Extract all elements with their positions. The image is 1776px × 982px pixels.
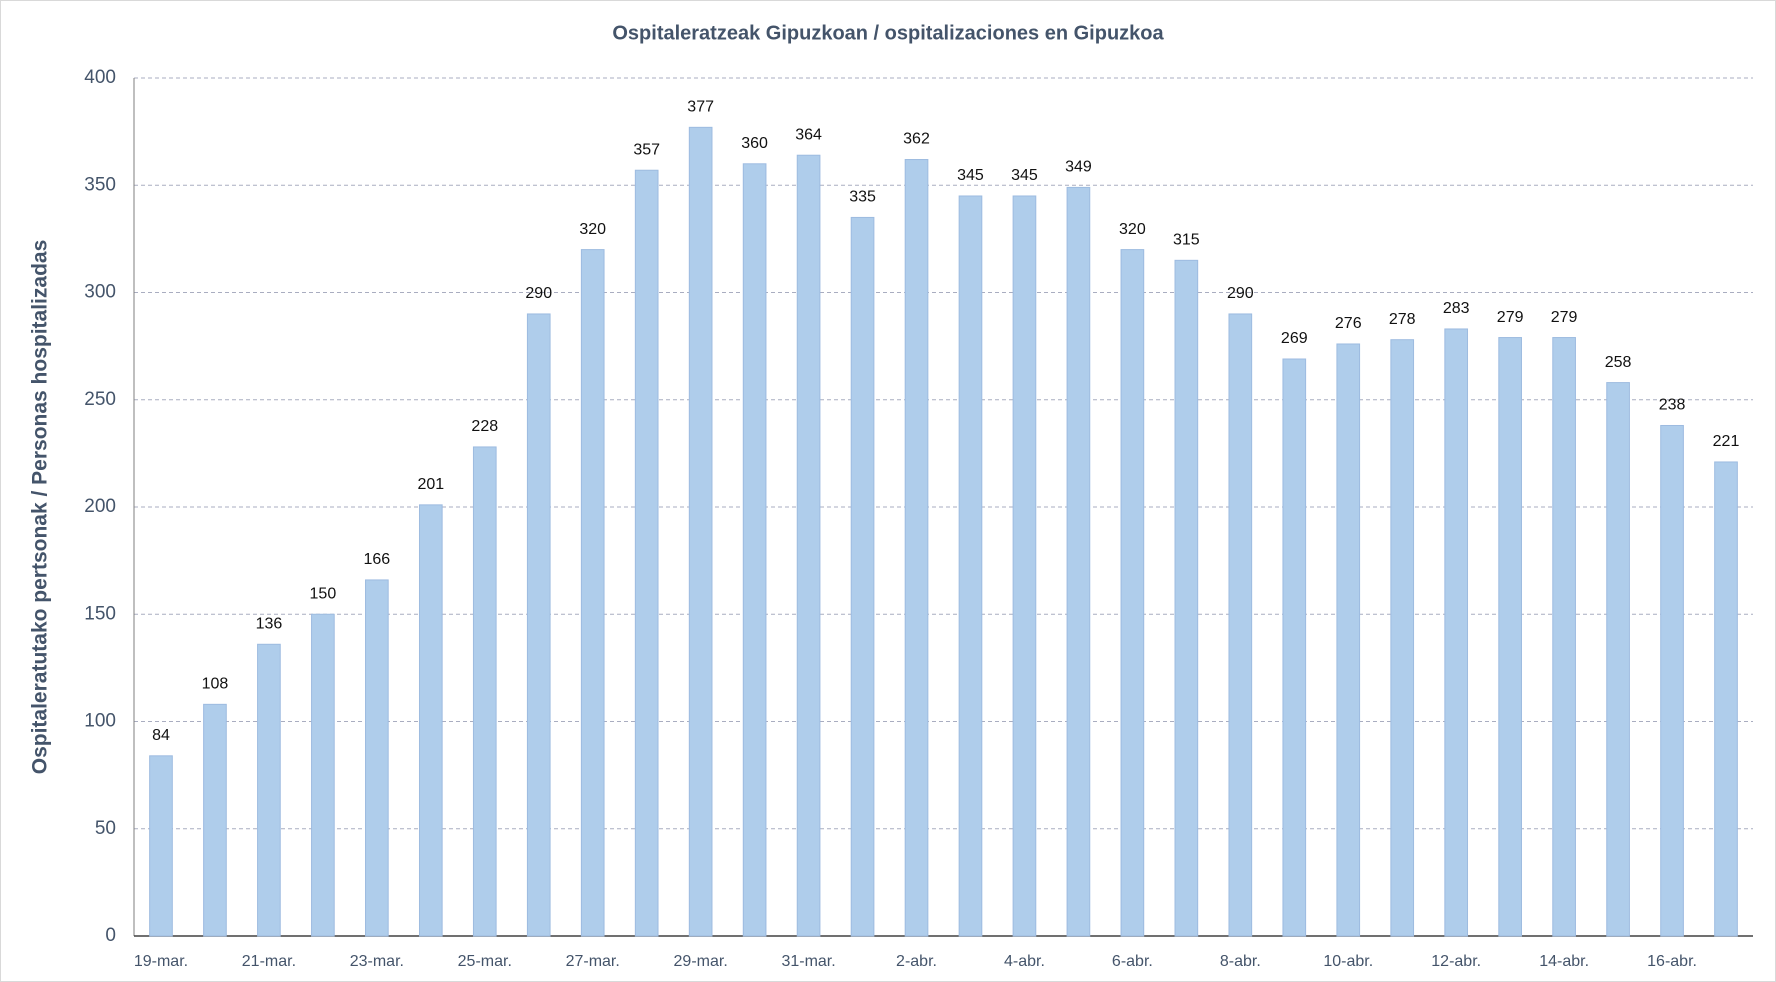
data-label: 362 — [903, 131, 930, 148]
chart-title: Ospitaleratzeak Gipuzkoan / ospitalizaci… — [612, 22, 1164, 44]
data-label: 360 — [741, 135, 768, 152]
x-tick-label: 25-mar. — [458, 953, 512, 970]
bar — [257, 643, 281, 937]
bar — [203, 703, 227, 937]
y-tick-label: 250 — [84, 389, 116, 410]
bar — [472, 446, 497, 937]
data-label: 258 — [1605, 354, 1632, 371]
data-label: 290 — [1227, 285, 1254, 302]
data-label: 357 — [633, 141, 660, 158]
x-tick-label: 31-mar. — [781, 953, 835, 970]
bar — [1066, 186, 1091, 937]
y-tick-label: 300 — [84, 282, 116, 303]
bar — [1120, 249, 1145, 937]
bar — [904, 159, 929, 937]
data-label: 269 — [1281, 330, 1308, 347]
data-label: 201 — [417, 476, 444, 493]
y-tick-label: 50 — [95, 818, 116, 839]
y-axis-label: Ospitaleratutako pertsonak / Personas ho… — [29, 240, 52, 775]
bar — [418, 504, 443, 937]
x-tick-label: 16-abr. — [1647, 953, 1697, 970]
bar — [580, 249, 605, 937]
x-tick-label: 21-mar. — [242, 953, 296, 970]
data-label: 108 — [202, 676, 229, 693]
bar — [1714, 461, 1738, 937]
bar — [1606, 382, 1630, 937]
x-tick-label: 27-mar. — [566, 953, 620, 970]
data-label: 290 — [525, 285, 552, 302]
bar — [688, 126, 713, 937]
y-tick-label: 100 — [84, 711, 116, 732]
data-label: 315 — [1173, 232, 1200, 249]
bar — [796, 154, 821, 937]
data-label: 150 — [310, 585, 337, 602]
data-label: 276 — [1335, 315, 1362, 332]
data-label: 136 — [256, 615, 283, 632]
bar — [149, 755, 173, 937]
bar — [1390, 339, 1415, 937]
bar — [526, 313, 551, 937]
y-tick-label: 150 — [84, 603, 116, 624]
y-tick-label: 0 — [105, 925, 116, 946]
x-tick-label: 2-abr. — [896, 953, 937, 970]
y-tick-label: 350 — [84, 174, 116, 195]
data-label: 320 — [1119, 221, 1146, 238]
data-label: 228 — [471, 418, 498, 435]
x-tick-label: 14-abr. — [1539, 953, 1589, 970]
data-label: 349 — [1065, 159, 1092, 176]
data-label: 279 — [1497, 309, 1524, 326]
bar — [1444, 328, 1469, 937]
bar — [311, 613, 335, 937]
x-tick-label: 12-abr. — [1431, 953, 1481, 970]
data-label: 377 — [687, 99, 714, 116]
bar — [1228, 313, 1253, 937]
bar — [742, 163, 767, 937]
y-tick-label: 400 — [84, 67, 116, 88]
x-tick-label: 10-abr. — [1323, 953, 1373, 970]
bar — [1498, 337, 1522, 937]
data-label: 221 — [1713, 433, 1740, 450]
data-label: 345 — [1011, 167, 1038, 184]
data-label: 364 — [795, 126, 822, 143]
bar — [850, 216, 875, 937]
x-tick-label: 23-mar. — [350, 953, 404, 970]
data-label: 166 — [363, 551, 390, 568]
data-label: 283 — [1443, 300, 1470, 317]
data-label: 320 — [579, 221, 606, 238]
bar — [1552, 337, 1576, 937]
x-tick-label: 8-abr. — [1220, 953, 1261, 970]
data-label: 279 — [1551, 309, 1578, 326]
data-label: 345 — [957, 167, 984, 184]
x-tick-label: 4-abr. — [1004, 953, 1045, 970]
data-label: 84 — [152, 727, 170, 744]
bar — [634, 169, 659, 937]
bar — [958, 195, 983, 937]
data-label: 278 — [1389, 311, 1416, 328]
y-tick-label: 200 — [84, 496, 116, 517]
data-label: 238 — [1659, 397, 1686, 414]
bar — [1012, 195, 1037, 937]
x-tick-label: 19-mar. — [134, 953, 188, 970]
bar — [1282, 358, 1307, 937]
x-tick-label: 29-mar. — [674, 953, 728, 970]
bar — [1174, 259, 1199, 937]
x-tick-label: 6-abr. — [1112, 953, 1153, 970]
bar — [1660, 424, 1684, 937]
bar — [1336, 343, 1361, 937]
bar — [365, 579, 389, 937]
data-label: 335 — [849, 189, 876, 206]
